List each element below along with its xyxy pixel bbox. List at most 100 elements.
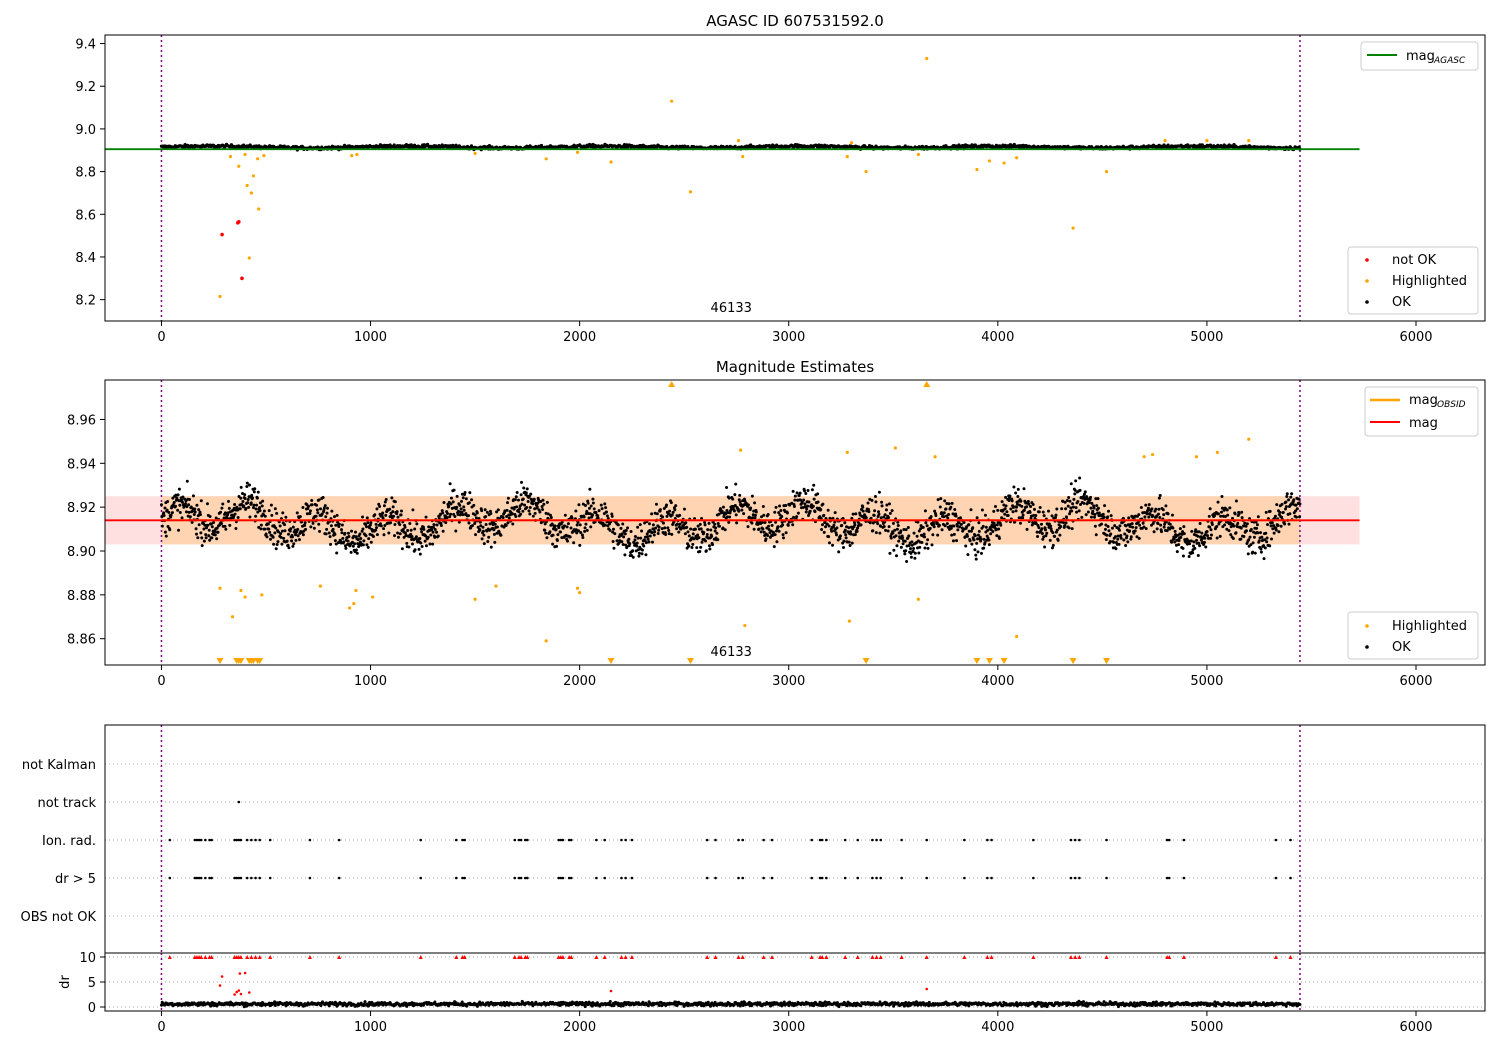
- flag-ion-rad-point: [268, 838, 272, 842]
- ok-point: [929, 515, 933, 519]
- ok-point: [187, 503, 191, 507]
- ok-point: [1181, 546, 1185, 550]
- ok-point: [527, 494, 531, 498]
- ok-point: [180, 500, 184, 504]
- ok-point: [1262, 557, 1266, 561]
- ok-point: [286, 543, 290, 547]
- flag-ion-rad-point: [986, 838, 989, 842]
- ok-point: [592, 507, 596, 511]
- ok-point: [1187, 540, 1191, 544]
- flag-dr-point: [250, 876, 253, 880]
- ok-point: [1284, 500, 1288, 504]
- ok-point: [516, 498, 520, 502]
- flag-ion-rad-point: [337, 838, 341, 842]
- ok-point: [982, 537, 986, 541]
- ok-point: [1135, 535, 1139, 539]
- ok-point: [254, 514, 258, 518]
- ok-point: [1082, 501, 1086, 505]
- ok-point: [194, 532, 198, 536]
- flag-dr-point: [1069, 876, 1073, 880]
- highlighted-point: [256, 157, 260, 161]
- ok-point: [1018, 503, 1022, 507]
- ok-point: [422, 527, 426, 531]
- ok-point: [877, 510, 881, 514]
- ok-point: [519, 512, 523, 516]
- ok-point: [335, 513, 339, 517]
- ok-point: [760, 521, 764, 525]
- ok-point: [308, 509, 312, 513]
- ok-point: [505, 515, 509, 519]
- ok-point: [597, 509, 601, 513]
- ok-point: [901, 542, 905, 546]
- panel1-obsid-label: 46133: [711, 301, 752, 316]
- ok-point: [274, 526, 278, 530]
- ok-point: [1043, 545, 1047, 549]
- ok-point: [861, 505, 865, 509]
- highlighted-point: [741, 155, 745, 159]
- ok-point: [276, 540, 280, 544]
- ok-point: [1129, 535, 1133, 539]
- ok-point: [1269, 537, 1273, 541]
- ok-point: [477, 516, 481, 520]
- flag-ion-rad-point: [199, 838, 203, 842]
- ok-point: [979, 537, 983, 541]
- ok-point: [1114, 547, 1118, 551]
- ok-point: [359, 537, 363, 541]
- ok-point: [826, 508, 830, 512]
- ok-point: [726, 511, 730, 515]
- ok-point: [164, 534, 168, 538]
- ok-point: [774, 520, 778, 524]
- ok-point: [193, 510, 197, 514]
- ok-point: [774, 529, 778, 533]
- ok-point: [1131, 525, 1135, 529]
- ok-point: [1068, 512, 1072, 516]
- ok-point: [1132, 531, 1136, 535]
- ok-point: [332, 515, 336, 519]
- ok-point: [539, 499, 543, 503]
- ok-point: [800, 500, 804, 504]
- ok-point: [851, 512, 855, 516]
- highlighted-point: [1247, 139, 1251, 143]
- ok-point: [407, 545, 411, 549]
- ok-point: [1105, 533, 1109, 537]
- ok-point: [356, 538, 360, 542]
- ok-point: [1249, 528, 1253, 532]
- ok-point: [994, 504, 998, 508]
- ok-point: [905, 560, 909, 564]
- ok-point: [1151, 521, 1155, 525]
- ok-point: [205, 526, 209, 530]
- ok-point: [1215, 524, 1219, 528]
- ok-point: [697, 536, 701, 540]
- ok-point: [1102, 515, 1106, 519]
- ok-point: [1171, 526, 1175, 530]
- ok-point: [583, 526, 587, 530]
- ok-point: [1031, 503, 1035, 507]
- flag-dr-point: [990, 876, 993, 880]
- ok-point: [1173, 540, 1177, 544]
- highlighted-point: [218, 294, 222, 299]
- flag-ion-rad-point: [705, 838, 709, 842]
- ok-point: [675, 522, 679, 526]
- flag-ion-rad-point: [1073, 838, 1077, 842]
- ok-point: [1123, 532, 1127, 536]
- ok-point: [781, 533, 785, 537]
- ok-point: [464, 497, 468, 501]
- flag-dr-point: [463, 876, 466, 880]
- ok-point: [184, 510, 188, 514]
- ok-point: [420, 545, 424, 549]
- ok-point: [1210, 522, 1214, 526]
- ok-point: [1114, 535, 1118, 539]
- ok-point: [165, 508, 169, 512]
- ok-point: [1058, 533, 1062, 537]
- ok-point: [1195, 538, 1199, 542]
- ok-point: [193, 507, 197, 511]
- ok-point: [1158, 493, 1162, 497]
- ok-point: [216, 530, 220, 534]
- highlighted-point: [243, 152, 247, 157]
- ok-point: [464, 512, 468, 516]
- ok-point: [575, 531, 579, 535]
- ok-point: [976, 533, 980, 537]
- ok-point: [577, 503, 581, 507]
- ok-point: [198, 510, 202, 514]
- ok-point: [431, 525, 435, 529]
